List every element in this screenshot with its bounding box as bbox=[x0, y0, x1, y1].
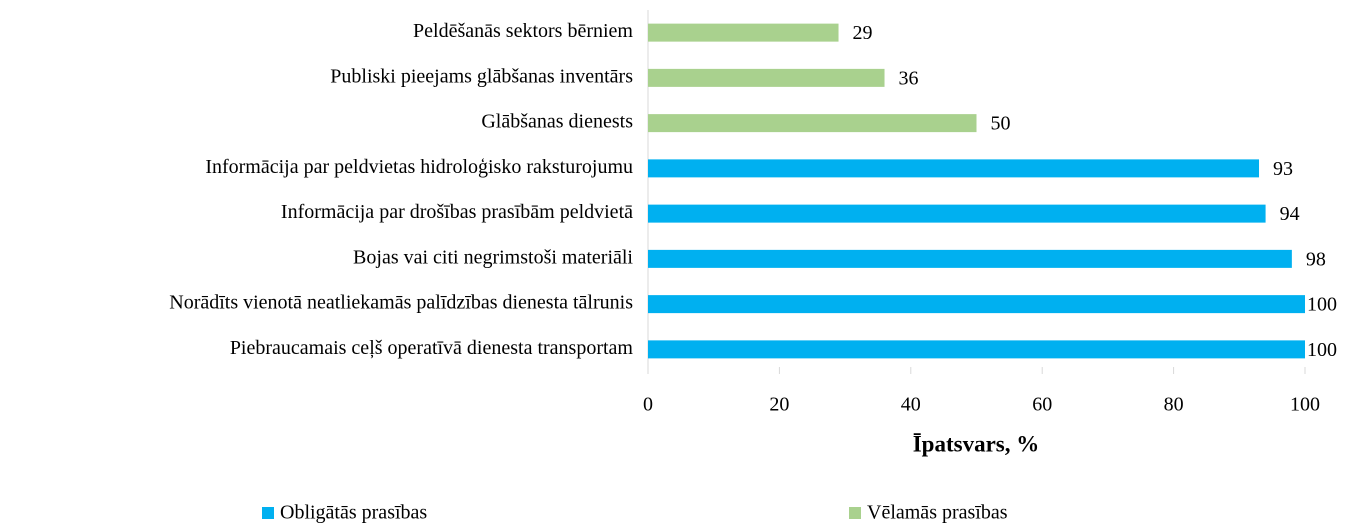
bar bbox=[648, 249, 1292, 268]
bar bbox=[648, 204, 1266, 223]
y-tick-label: Informācija par drošības prasībām peldvi… bbox=[281, 201, 633, 223]
value-label: 94 bbox=[1280, 203, 1300, 225]
y-tick-label: Informācija par peldvietas hidroloģisko … bbox=[205, 156, 633, 178]
bar bbox=[648, 295, 1305, 314]
legend-swatch bbox=[849, 507, 861, 519]
bar bbox=[648, 114, 977, 133]
y-tick-label: Peldēšanās sektors bērniem bbox=[413, 20, 633, 42]
value-label: 36 bbox=[899, 67, 919, 89]
value-label: 100 bbox=[1307, 339, 1337, 361]
y-tick-label: Norādīts vienotā neatliekamās palīdzības… bbox=[169, 292, 633, 314]
x-tick-label: 60 bbox=[1032, 394, 1052, 416]
legend-swatch bbox=[262, 507, 274, 519]
x-tick-label: 40 bbox=[901, 394, 921, 416]
bar bbox=[648, 340, 1305, 359]
y-tick-label: Publiski pieejams glābšanas inventārs bbox=[330, 65, 633, 87]
x-axis-label: Īpatsvars, % bbox=[913, 431, 1040, 456]
value-label: 100 bbox=[1307, 294, 1337, 316]
bar bbox=[648, 68, 885, 87]
bar bbox=[648, 23, 839, 42]
x-tick-label: 0 bbox=[643, 394, 653, 416]
value-label: 93 bbox=[1273, 158, 1293, 180]
x-tick-label: 100 bbox=[1290, 394, 1320, 416]
bar bbox=[648, 159, 1260, 178]
legend-label: Obligātās prasības bbox=[280, 502, 427, 524]
x-tick-label: 20 bbox=[769, 394, 789, 416]
y-tick-label: Glābšanas dienests bbox=[481, 111, 633, 133]
x-tick-label: 80 bbox=[1164, 394, 1184, 416]
y-tick-label: Piebraucamais ceļš operatīvā dienesta tr… bbox=[230, 337, 634, 359]
legend-label: Vēlamās prasības bbox=[867, 502, 1008, 524]
y-tick-label: Bojas vai citi negrimstoši materiāli bbox=[353, 246, 633, 268]
value-label: 29 bbox=[853, 22, 873, 44]
value-label: 50 bbox=[991, 113, 1011, 135]
value-label: 98 bbox=[1306, 248, 1326, 270]
